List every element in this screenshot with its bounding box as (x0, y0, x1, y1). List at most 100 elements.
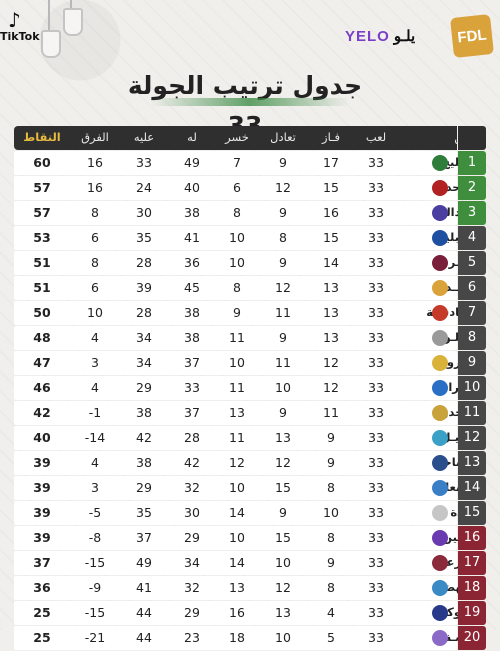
goals-for-cell: 38 (184, 330, 200, 345)
won-cell: 15 (323, 180, 339, 195)
lost-cell: 7 (233, 155, 241, 170)
goals-for-cell: 36 (184, 255, 200, 270)
header-drawn: تعادل (270, 130, 296, 144)
goals-for-cell: 40 (184, 180, 200, 195)
difference-cell: -15 (84, 555, 106, 570)
rank-badge: 6 (458, 276, 486, 300)
played-cell: 33 (368, 230, 384, 245)
played-cell: 33 (368, 305, 384, 320)
table-row: 36 -9 41 32 13 12 8 33 النهضة 18 (14, 576, 486, 600)
goals-for-cell: 30 (184, 505, 200, 520)
won-cell: 13 (323, 330, 339, 345)
table-row: 39 3 29 32 10 15 8 33 الشعلة 14 (14, 476, 486, 500)
table-row: 571624406121533الوحدة2 (14, 176, 486, 200)
table-row: 47 3 34 37 10 11 12 33 العروبة 9 (14, 351, 486, 375)
goals-for-cell: 42 (184, 455, 200, 470)
played-cell: 33 (368, 555, 384, 570)
row-cells: 39-837291015833العـين (14, 526, 476, 550)
row-cells: 47 3 34 37 10 11 12 33 العروبة (14, 351, 476, 375)
difference-cell: 4 (91, 380, 99, 395)
points-cell: 25 (33, 605, 51, 620)
team-crest-icon (432, 580, 448, 596)
difference-cell: -14 (84, 430, 106, 445)
difference-cell: -8 (88, 530, 102, 545)
difference-cell: 3 (91, 355, 99, 370)
points-cell: 53 (33, 230, 51, 245)
table-row: 37 -15 49 34 14 10 9 33 الدرعية 17 (14, 551, 486, 575)
row-cells: 42 -1 38 37 13 9 11 33 الأخدود (14, 401, 476, 425)
lost-cell: 10 (229, 480, 245, 495)
rank-badge: 7 (458, 301, 486, 325)
team-crest-icon (432, 405, 448, 421)
team-crest-icon (432, 230, 448, 246)
goals-for-cell: 49 (184, 155, 200, 170)
table-row: 51828361091433هجـر5 (14, 251, 486, 275)
points-cell: 47 (33, 355, 51, 370)
won-cell: 4 (327, 605, 335, 620)
drawn-cell: 10 (275, 380, 291, 395)
row-cells: 40-1442281113933الجيـل (14, 426, 476, 450)
row-cells: 51828361091433هجـر (14, 251, 476, 275)
points-cell: 60 (33, 155, 51, 170)
header-points: النقاط (23, 130, 61, 144)
won-cell: 13 (323, 305, 339, 320)
difference-cell: 4 (91, 330, 99, 345)
lost-cell: 14 (229, 505, 245, 520)
row-cells: 39 4 38 42 12 12 9 33 الساحل (14, 451, 476, 475)
drawn-cell: 12 (275, 455, 291, 470)
difference-cell: 3 (91, 480, 99, 495)
tiktok-note-icon: ♪ (8, 8, 21, 32)
won-cell: 15 (323, 230, 339, 245)
row-cells: 50 10 28 38 9 11 13 33 القادسية (14, 301, 476, 325)
header-goals-against: عليه (133, 130, 155, 144)
rank-badge: 16 (458, 526, 486, 550)
drawn-cell: 9 (279, 505, 287, 520)
team-crest-icon (432, 605, 448, 621)
lost-cell: 11 (229, 430, 245, 445)
row-cells: 39-535301491033جـدة (14, 501, 476, 525)
team-crest-icon (432, 505, 448, 521)
lost-cell: 13 (229, 580, 245, 595)
rank-badge: 11 (458, 401, 486, 425)
goals-against-cell: 49 (136, 555, 152, 570)
team-crest-icon (432, 480, 448, 496)
won-cell: 12 (323, 355, 339, 370)
rank-badge: 3 (458, 201, 486, 225)
rank-badge: 8 (458, 326, 486, 350)
played-cell: 33 (368, 280, 384, 295)
won-cell: 8 (327, 480, 335, 495)
row-cells: 25 -15 44 29 16 13 4 33 الكوكب (14, 601, 476, 625)
goals-against-cell: 35 (136, 230, 152, 245)
difference-cell: -15 (84, 605, 106, 620)
played-cell: 33 (368, 255, 384, 270)
row-cells: 39 3 29 32 10 15 8 33 الشعلة (14, 476, 476, 500)
drawn-cell: 13 (275, 605, 291, 620)
team-crest-icon (432, 380, 448, 396)
lost-cell: 8 (233, 205, 241, 220)
lost-cell: 10 (229, 530, 245, 545)
rank-badge: 9 (458, 351, 486, 375)
goals-against-cell: 42 (136, 430, 152, 445)
lost-cell: 12 (229, 455, 245, 470)
points-cell: 39 (33, 480, 51, 495)
drawn-cell: 15 (275, 530, 291, 545)
points-cell: 39 (33, 455, 51, 470)
played-cell: 33 (368, 530, 384, 545)
goals-for-cell: 34 (184, 555, 200, 570)
goals-for-cell: 29 (184, 530, 200, 545)
header-played: لعب (365, 130, 387, 144)
won-cell: 13 (323, 280, 339, 295)
points-cell: 36 (33, 580, 51, 595)
drawn-cell: 9 (279, 205, 287, 220)
points-cell: 57 (33, 180, 51, 195)
team-crest-icon (432, 255, 448, 271)
won-cell: 14 (323, 255, 339, 270)
row-cells: 5783038891633العدالة (14, 201, 476, 225)
points-cell: 48 (33, 330, 51, 345)
lantern-decoration (41, 0, 61, 58)
lost-cell: 10 (229, 255, 245, 270)
goals-against-cell: 28 (136, 255, 152, 270)
team-crest-icon (432, 330, 448, 346)
difference-cell: -5 (88, 505, 102, 520)
table-row: 25 -15 44 29 16 13 4 33 الكوكب 19 (14, 601, 486, 625)
